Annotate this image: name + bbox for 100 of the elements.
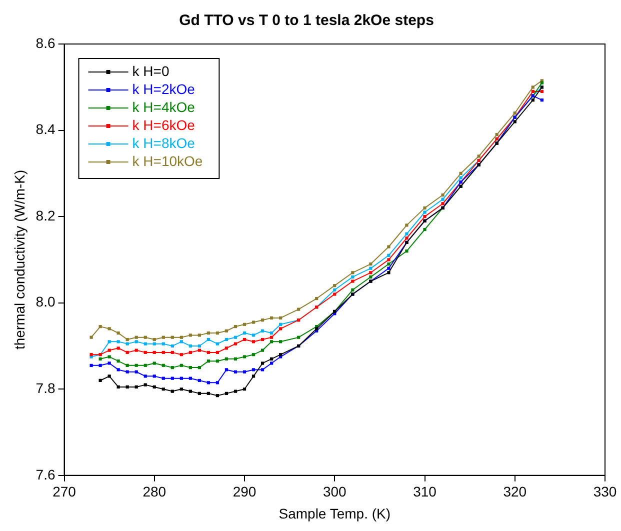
point (333, 288, 336, 292)
point (270, 362, 274, 365)
point (152, 350, 156, 354)
y-axis-title: thermal conductivity (W/m-K) (11, 170, 28, 350)
point (144, 374, 147, 378)
point (198, 366, 201, 370)
point (224, 346, 228, 350)
point (270, 340, 274, 344)
point (513, 120, 516, 124)
point (252, 320, 256, 324)
y-tick-label: 8.0 (36, 294, 56, 310)
point (252, 353, 256, 356)
point (270, 357, 274, 360)
point (188, 350, 192, 354)
point (126, 370, 129, 374)
point (134, 370, 138, 374)
point (252, 334, 256, 337)
point (234, 325, 238, 328)
point (224, 329, 228, 332)
point (144, 336, 147, 339)
x-tick-label: 310 (413, 484, 437, 500)
point (108, 327, 111, 330)
point (216, 350, 220, 354)
point (152, 385, 156, 389)
point (144, 342, 147, 346)
point (162, 350, 165, 354)
point (180, 340, 183, 344)
point (126, 338, 129, 342)
point (234, 336, 238, 339)
point (270, 316, 274, 320)
point (152, 362, 156, 365)
point (297, 336, 300, 339)
y-tick-label: 8.4 (36, 121, 56, 138)
point (134, 340, 138, 344)
point (242, 370, 246, 374)
legend-label: k H=0 (132, 62, 170, 79)
point (170, 376, 174, 380)
point (134, 364, 138, 367)
point (198, 334, 201, 337)
legend-label: k H=8kOe (132, 134, 196, 151)
point (242, 331, 246, 335)
point (369, 271, 372, 274)
point (369, 266, 372, 270)
point (180, 336, 183, 339)
x-tick-label: 300 (322, 484, 347, 500)
point (216, 381, 220, 384)
point (369, 275, 372, 279)
point (144, 383, 147, 386)
point (170, 366, 174, 370)
point (315, 296, 318, 300)
point (260, 348, 264, 352)
point (152, 342, 156, 346)
point (405, 224, 408, 227)
point (540, 98, 544, 102)
point (180, 388, 183, 391)
point (495, 133, 498, 136)
point (198, 378, 201, 382)
point (216, 360, 220, 363)
point (423, 206, 426, 210)
point (531, 98, 534, 102)
point (234, 390, 238, 393)
y-tick-label: 8.2 (36, 207, 56, 224)
point (170, 390, 174, 393)
point (206, 381, 210, 384)
point (206, 338, 210, 342)
point (387, 258, 390, 262)
point (351, 288, 354, 292)
point (144, 364, 147, 367)
point (242, 322, 246, 326)
point (224, 368, 228, 372)
point (180, 353, 183, 356)
legend-label: k H=10kOe (132, 152, 203, 169)
legend-label: k H=6kOe (132, 116, 196, 133)
point (279, 316, 282, 320)
point (180, 376, 183, 380)
point (126, 342, 129, 346)
point (206, 360, 210, 363)
point (279, 340, 282, 344)
point (297, 308, 300, 311)
point (387, 262, 390, 266)
point (170, 344, 174, 348)
point (252, 374, 256, 378)
point (224, 357, 228, 360)
point (90, 364, 93, 367)
point (260, 338, 264, 342)
point (108, 374, 111, 378)
point (108, 362, 111, 365)
point (333, 292, 336, 296)
point (459, 172, 462, 175)
point (459, 176, 462, 180)
point (98, 364, 102, 367)
point (405, 236, 408, 240)
point (144, 350, 147, 354)
x-tick-label: 290 (232, 484, 256, 500)
point (162, 336, 165, 339)
point (260, 318, 264, 322)
point (423, 215, 426, 218)
point (108, 348, 111, 352)
point (162, 376, 165, 380)
point (98, 357, 102, 360)
